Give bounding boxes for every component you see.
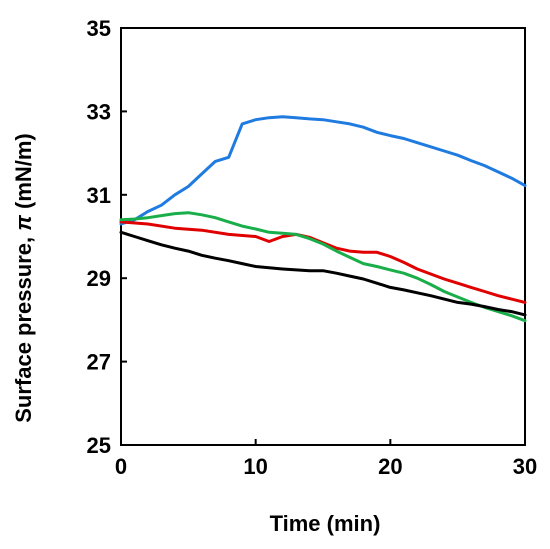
y-tick-label: 25 bbox=[87, 433, 111, 458]
y-tick-label: 29 bbox=[87, 266, 111, 291]
x-tick-label: 0 bbox=[115, 454, 127, 479]
x-axis-label: Time (min) bbox=[270, 511, 381, 536]
plot-frame bbox=[120, 27, 526, 446]
y-tick-label: 31 bbox=[87, 183, 111, 208]
y-axis-label-prefix: Surface pressure, bbox=[11, 231, 36, 423]
tick-layer: 25 27 29 31 33 35 0 10 20 30 bbox=[87, 16, 538, 479]
plot-area bbox=[120, 27, 526, 446]
x-tick-label: 10 bbox=[243, 454, 267, 479]
series-line-1 bbox=[119, 115, 527, 226]
series-layer bbox=[119, 115, 527, 323]
y-axis-label-symbol: π bbox=[11, 215, 36, 231]
y-tick-label: 27 bbox=[87, 350, 111, 375]
series-line-2 bbox=[119, 220, 527, 304]
y-tick-label: 33 bbox=[87, 99, 111, 124]
y-axis-label-suffix: (mN/m) bbox=[11, 133, 36, 215]
y-axis-label: Surface pressure, π (mN/m) bbox=[11, 133, 36, 423]
y-tick-label: 35 bbox=[87, 16, 111, 41]
series-line-3 bbox=[119, 211, 527, 323]
series-line-4 bbox=[119, 230, 527, 317]
x-tick-label: 20 bbox=[378, 454, 402, 479]
x-tick-label: 30 bbox=[513, 454, 537, 479]
